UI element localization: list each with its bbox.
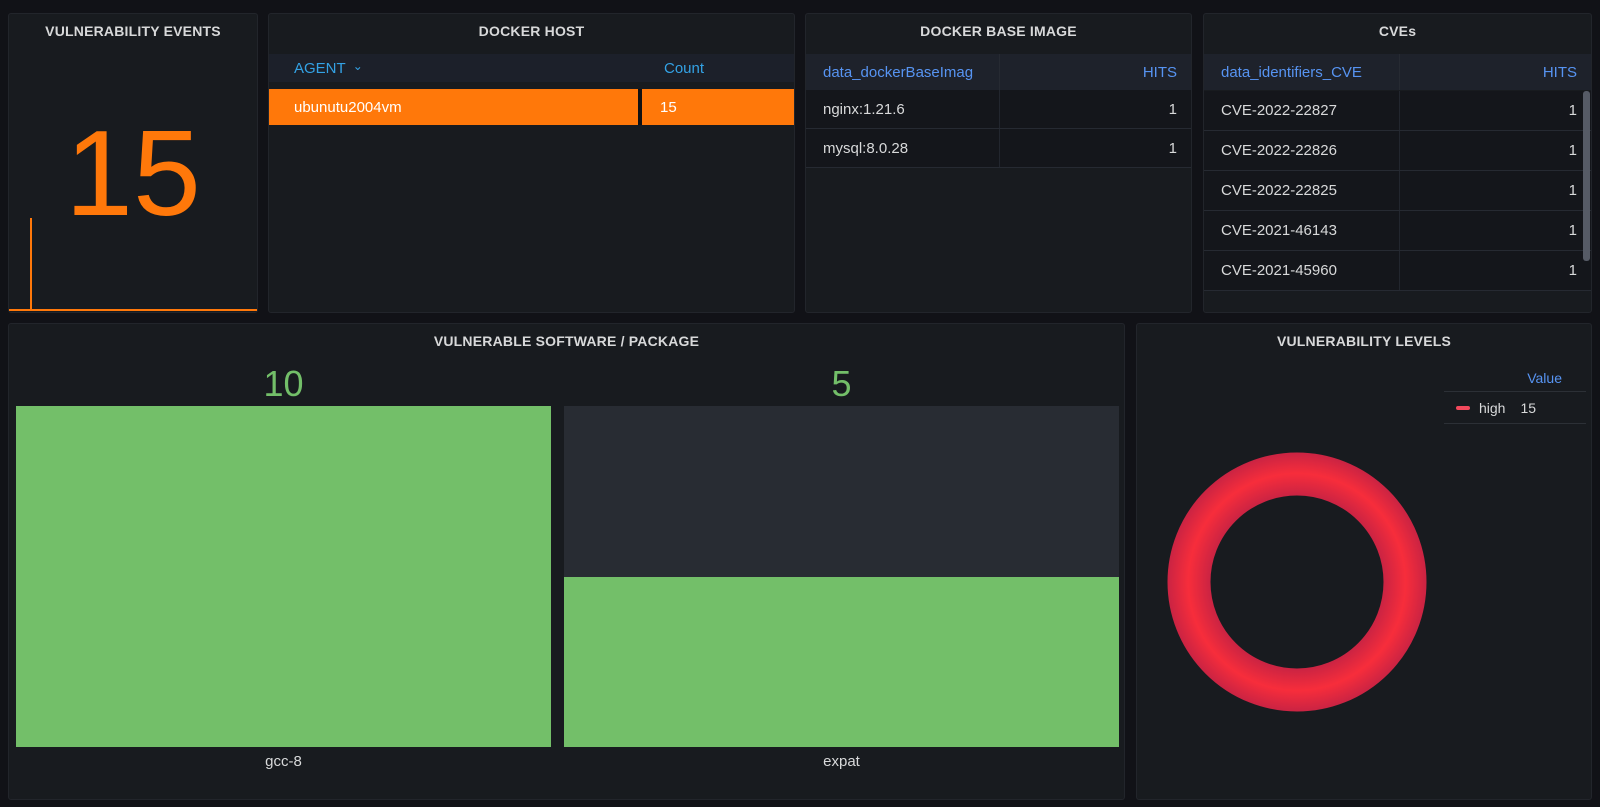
stat-value: 15 bbox=[65, 105, 201, 241]
table-row: CVE-2022-22826 1 bbox=[1204, 131, 1591, 171]
donut-chart bbox=[1167, 452, 1427, 712]
column-header-identifiers-cve[interactable]: data_identifiers_CVE bbox=[1204, 54, 1400, 90]
base-image-table-body: nginx:1.21.6 1 mysql:8.0.28 1 bbox=[806, 90, 1191, 168]
hits-cell: 1 bbox=[1568, 102, 1577, 119]
hits-cell: 1 bbox=[1568, 262, 1577, 279]
agent-cell: ubunutu2004vm bbox=[269, 89, 638, 125]
bar-category-label: gcc-8 bbox=[265, 753, 302, 770]
legend-series-label: high bbox=[1479, 399, 1506, 416]
base-image-table-header: data_dockerBaseImag HITS bbox=[806, 54, 1191, 90]
sparkline-baseline bbox=[9, 309, 257, 311]
panel-vulnerable-software: VULNERABLE SOFTWARE / PACKAGE 10 gcc-8 5… bbox=[8, 323, 1125, 800]
cves-table-header: data_identifiers_CVE HITS bbox=[1204, 54, 1591, 90]
cve-cell: CVE-2022-22826 bbox=[1204, 131, 1400, 170]
table-scrollbar[interactable] bbox=[1583, 91, 1590, 261]
bar-column: 5 expat bbox=[564, 360, 1119, 776]
panel-docker-base-image: DOCKER BASE IMAGE data_dockerBaseImag HI… bbox=[805, 13, 1192, 313]
table-row[interactable]: ubunutu2004vm 15 bbox=[269, 89, 794, 125]
panel-title-vulnerability-events[interactable]: VULNERABILITY EVENTS bbox=[45, 23, 221, 39]
panel-cves: CVEs data_identifiers_CVE HITS CVE-2022-… bbox=[1203, 13, 1592, 313]
docker-host-table-header: AGENT ⌄ Count bbox=[269, 54, 794, 82]
panel-vulnerability-levels: VULNERABILITY LEVELS Value high 15 bbox=[1136, 323, 1592, 800]
hits-cell: 1 bbox=[1568, 182, 1577, 199]
hits-cell: 1 bbox=[1168, 139, 1177, 157]
cves-table-body: CVE-2022-22827 1 CVE-2022-22826 1 CVE-20… bbox=[1204, 91, 1591, 291]
cve-cell: CVE-2021-45960 bbox=[1204, 251, 1400, 290]
panel-title-docker-base-image[interactable]: DOCKER BASE IMAGE bbox=[920, 23, 1077, 39]
column-header-docker-base-image[interactable]: data_dockerBaseImag bbox=[806, 54, 1000, 90]
column-header-agent[interactable]: AGENT ⌄ bbox=[269, 60, 640, 77]
table-row: CVE-2022-22825 1 bbox=[1204, 171, 1591, 211]
legend-divider bbox=[1444, 423, 1586, 424]
bar-value-label: 10 bbox=[263, 363, 304, 404]
image-name-cell: mysql:8.0.28 bbox=[806, 129, 1000, 167]
bar-category-label: expat bbox=[823, 753, 860, 770]
image-name-cell: nginx:1.21.6 bbox=[806, 90, 1000, 128]
series-color-dash-icon bbox=[1456, 405, 1470, 410]
hits-cell: 1 bbox=[1568, 222, 1577, 239]
panel-docker-host: DOCKER HOST AGENT ⌄ Count ubunutu2004vm … bbox=[268, 13, 795, 313]
table-row: CVE-2021-45960 1 bbox=[1204, 251, 1591, 291]
pie-legend: Value high 15 bbox=[1444, 365, 1586, 424]
cve-cell: CVE-2022-22827 bbox=[1204, 91, 1400, 130]
panel-title-cves[interactable]: CVEs bbox=[1378, 23, 1417, 39]
bar-column: 10 gcc-8 bbox=[16, 360, 551, 776]
column-header-hits[interactable]: HITS bbox=[1542, 63, 1577, 81]
panel-vulnerability-events: VULNERABILITY EVENTS 15 bbox=[8, 13, 258, 313]
cve-cell: CVE-2022-22825 bbox=[1204, 171, 1400, 210]
bar-track bbox=[16, 406, 551, 747]
bar-track bbox=[564, 406, 1119, 747]
legend-series-value: 15 bbox=[1520, 399, 1537, 416]
donut-slice-high bbox=[1167, 452, 1427, 712]
column-header-hits[interactable]: HITS bbox=[1142, 63, 1177, 81]
sparkline-spike bbox=[30, 218, 32, 310]
column-header-agent-label: AGENT bbox=[294, 59, 346, 77]
count-cell: 15 bbox=[642, 89, 794, 125]
column-header-count[interactable]: Count bbox=[664, 59, 705, 77]
panel-title-docker-host[interactable]: DOCKER HOST bbox=[478, 23, 585, 39]
cve-cell: CVE-2021-46143 bbox=[1204, 211, 1400, 250]
table-row: CVE-2021-46143 1 bbox=[1204, 211, 1591, 251]
bar-fill bbox=[564, 576, 1119, 747]
chevron-down-icon: ⌄ bbox=[352, 59, 363, 73]
hits-cell: 1 bbox=[1568, 142, 1577, 159]
bar-value-label: 5 bbox=[831, 363, 852, 404]
table-row: CVE-2022-22827 1 bbox=[1204, 91, 1591, 131]
table-row: mysql:8.0.28 1 bbox=[806, 129, 1191, 168]
panel-title-vulnerability-levels[interactable]: VULNERABILITY LEVELS bbox=[1276, 333, 1452, 349]
panel-title-vulnerable-software[interactable]: VULNERABLE SOFTWARE / PACKAGE bbox=[433, 333, 700, 349]
bar-fill bbox=[16, 406, 551, 747]
legend-item-high[interactable]: high 15 bbox=[1444, 392, 1586, 423]
legend-divider bbox=[1444, 391, 1586, 392]
table-row: nginx:1.21.6 1 bbox=[806, 90, 1191, 129]
legend-value-column-header[interactable]: Value bbox=[1527, 370, 1562, 386]
hits-cell: 1 bbox=[1168, 100, 1177, 118]
